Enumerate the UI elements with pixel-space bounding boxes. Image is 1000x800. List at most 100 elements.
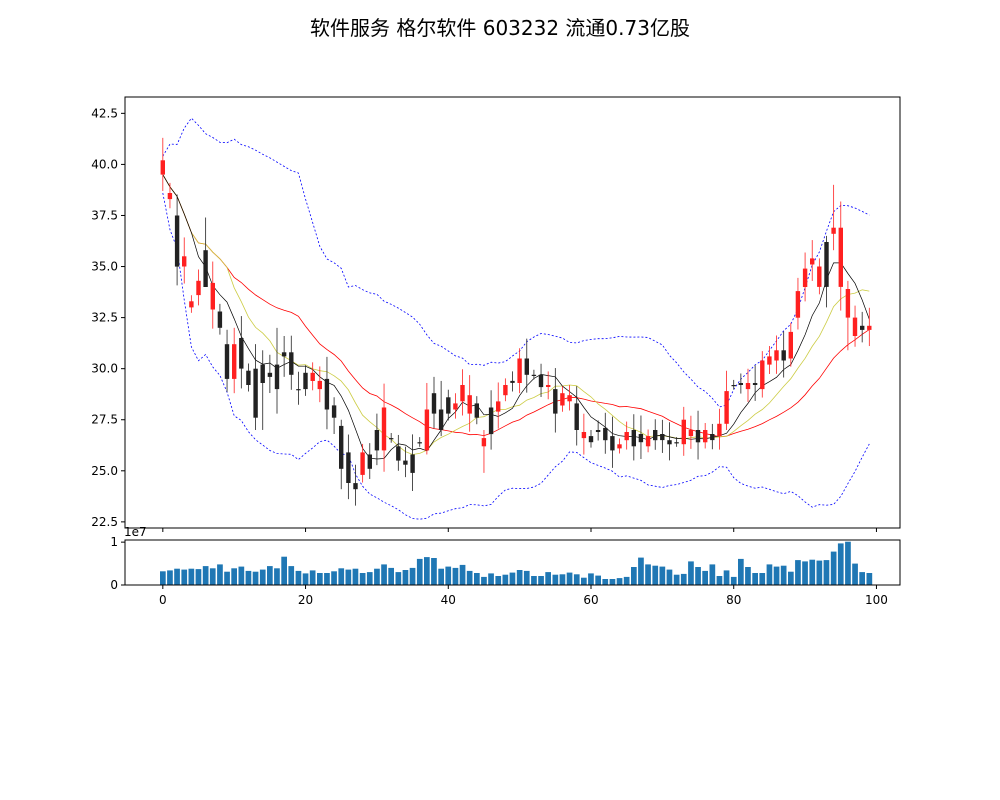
volume-bar	[638, 557, 644, 585]
volume-bar	[559, 574, 566, 585]
volume-bar	[509, 572, 516, 585]
candle-body	[481, 438, 487, 447]
candle-body	[374, 430, 380, 451]
moving-averages	[162, 174, 870, 460]
volume-bar	[302, 573, 309, 585]
volume-offset-label: 1e7	[124, 525, 147, 539]
volume-bar	[395, 572, 402, 585]
volume-bar	[823, 560, 830, 585]
candle-body	[645, 436, 651, 447]
candle-body	[289, 352, 294, 375]
volume-bar	[695, 567, 701, 585]
volume-bars	[160, 541, 873, 585]
candle-body	[703, 430, 708, 443]
candle-body	[574, 403, 579, 430]
candle-body	[745, 383, 751, 390]
volume-bar	[566, 572, 573, 585]
volume-bar	[388, 567, 394, 585]
volume-bar	[259, 569, 266, 585]
volume-bar	[402, 570, 409, 585]
candle-body	[852, 317, 858, 336]
volume-bar	[352, 568, 359, 585]
volume-y-tick-label: 1	[110, 535, 118, 549]
candle-body	[538, 374, 544, 388]
volume-bar	[252, 571, 259, 585]
volume-bar	[531, 576, 537, 585]
volume-bar	[345, 569, 352, 585]
candle-body	[488, 407, 494, 435]
volume-bar	[788, 571, 794, 585]
candle-body	[331, 405, 337, 418]
candle-body	[795, 291, 801, 318]
volume-bar	[224, 571, 230, 585]
candle-body	[603, 427, 608, 441]
candle-body	[274, 364, 280, 390]
candle-body	[174, 215, 180, 267]
candle-body	[810, 258, 815, 265]
volume-bar	[245, 570, 252, 585]
candle-body	[324, 378, 330, 410]
volume-bar	[759, 573, 766, 585]
candle-body	[517, 358, 522, 383]
volume-bar	[659, 566, 666, 585]
price-y-tick-label: 42.5	[91, 106, 118, 120]
volume-bar	[545, 572, 551, 585]
candle-body	[239, 338, 244, 369]
volume-bar	[181, 569, 188, 585]
candle-body	[367, 454, 372, 469]
candle-body	[431, 393, 437, 414]
volume-bar	[174, 568, 180, 585]
volume-bar	[631, 567, 637, 585]
candle-body	[182, 256, 187, 267]
volume-y-tick-label: 0	[110, 578, 118, 592]
volume-bar	[309, 570, 316, 585]
volume-bar	[745, 567, 751, 585]
candle-body	[281, 352, 287, 357]
volume-bar	[616, 578, 623, 585]
candle-body	[503, 385, 508, 396]
volume-bar	[673, 574, 680, 585]
volume-bar	[409, 567, 416, 585]
candle-body	[438, 409, 444, 430]
volume-bar	[702, 570, 708, 585]
volume-bar	[730, 576, 737, 585]
volume-bar	[852, 563, 858, 585]
candle-body	[717, 423, 722, 437]
candle-body	[467, 395, 472, 414]
volume-bar	[274, 568, 280, 585]
volume-bar	[523, 570, 530, 585]
volume-bar	[416, 558, 423, 585]
candle-body	[774, 350, 779, 361]
price-y-tick-label: 35.0	[91, 260, 118, 274]
bollinger-lower	[162, 192, 870, 520]
candle-body	[396, 446, 401, 461]
candle-body	[531, 374, 537, 376]
candle-body	[224, 344, 230, 379]
volume-bar	[595, 575, 601, 585]
volume-bar	[588, 573, 594, 585]
candle-body	[560, 393, 565, 406]
candle-body	[638, 434, 644, 443]
volume-bar	[195, 569, 202, 585]
volume-bar	[481, 576, 487, 585]
candle-body	[688, 430, 694, 437]
candle-body	[610, 436, 615, 451]
bollinger-upper	[162, 117, 870, 408]
volume-bar	[209, 568, 216, 585]
candle-body	[653, 430, 658, 441]
price-y-tick-label: 22.5	[91, 515, 118, 529]
candle-body	[524, 358, 529, 375]
volume-bar	[338, 568, 345, 585]
candle-body	[446, 397, 451, 414]
candle-body	[724, 391, 729, 424]
candle-body	[474, 403, 479, 418]
x-tick-label: 20	[298, 593, 313, 607]
candle-body	[232, 344, 237, 379]
candle-body	[339, 425, 344, 469]
volume-bar	[738, 558, 744, 585]
candle-body	[731, 385, 736, 387]
candle-body	[196, 280, 201, 296]
candle-body	[624, 432, 629, 441]
volume-bar	[317, 573, 323, 585]
